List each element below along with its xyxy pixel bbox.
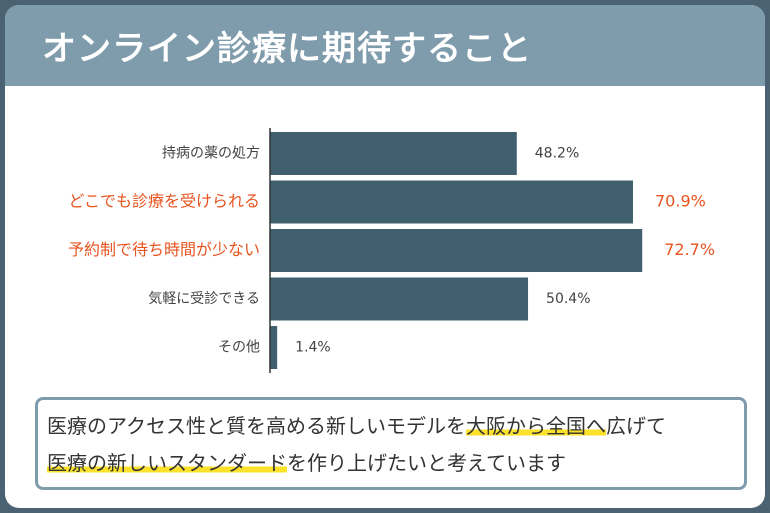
value-label-5: 1.4% bbox=[295, 340, 331, 356]
card-frame: オンライン診療に期待すること 持病の薬の処方 48.2% どこでも診療を受けられる 7… bbox=[5, 5, 765, 508]
bar-chart: 持病の薬の処方 48.2% どこでも診療を受けられる 70.9% 予約制で待ち時間が少な… bbox=[68, 128, 715, 373]
value-label-2: 70.9% bbox=[655, 192, 706, 211]
bar-2 bbox=[270, 180, 633, 224]
bar-4 bbox=[270, 277, 529, 321]
message-line-1-segment-2-highlighted: 大阪から全国へ bbox=[466, 414, 606, 438]
category-label-2: どこでも診療を受けられる bbox=[68, 192, 260, 211]
category-label-3: 予約制で待ち時間が少ない bbox=[68, 240, 260, 259]
category-label-5: その他 bbox=[218, 340, 260, 356]
message-line-2-segment-2: を作り上げたいと考えています bbox=[287, 451, 566, 475]
header-bar: オンライン診療に期待すること bbox=[5, 5, 765, 86]
message-line-2-segment-1-highlighted: 医療の新しいスタンダード bbox=[47, 451, 287, 475]
category-label-1: 持病の薬の処方 bbox=[162, 146, 260, 162]
message-line-1-segment-1: 医療のアクセス性と質を高める新しいモデルを bbox=[47, 414, 466, 438]
message-box: 医療のアクセス性と質を高める新しいモデルを大阪から全国へ広げて 医療の新しいスタ… bbox=[35, 397, 747, 490]
bar-5 bbox=[270, 326, 278, 369]
message-line-1-segment-3: 広げて bbox=[606, 414, 666, 438]
value-label-4: 50.4% bbox=[546, 291, 590, 307]
page-title: オンライン診療に期待すること bbox=[42, 29, 532, 69]
category-label-4: 気軽に受診できる bbox=[148, 291, 260, 307]
message-line-2: 医療の新しいスタンダードを作り上げたいと考えています bbox=[47, 447, 566, 476]
value-label-1: 48.2% bbox=[535, 146, 579, 162]
bar-1 bbox=[270, 132, 517, 175]
value-label-3: 72.7% bbox=[664, 240, 715, 259]
bar-3 bbox=[270, 229, 643, 272]
message-line-1: 医療のアクセス性と質を高める新しいモデルを大阪から全国へ広げて bbox=[47, 410, 666, 439]
